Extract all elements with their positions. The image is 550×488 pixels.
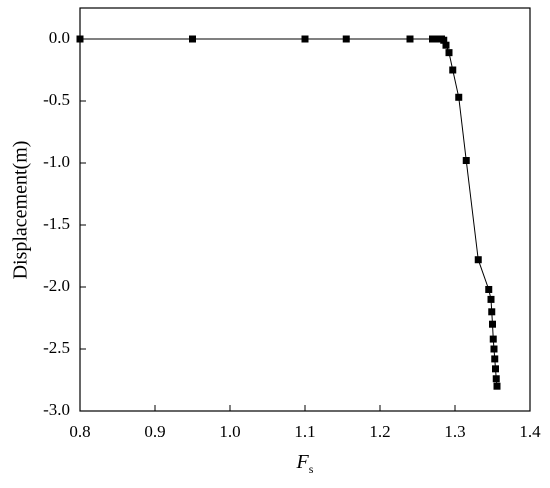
x-tick-label: 1.2 xyxy=(369,422,390,441)
y-tick-label: 0.0 xyxy=(49,28,70,47)
marker xyxy=(442,41,450,49)
marker xyxy=(489,335,497,343)
y-axis-label: Displacement(m) xyxy=(10,141,32,280)
marker xyxy=(488,308,496,316)
marker xyxy=(189,35,196,43)
x-axis-label-sub: s xyxy=(309,462,314,476)
series-line xyxy=(80,38,498,387)
marker xyxy=(445,49,453,57)
marker xyxy=(342,35,350,43)
marker xyxy=(492,375,500,383)
plot-frame xyxy=(79,7,531,412)
x-tick-label: 0.8 xyxy=(69,422,90,441)
y-tick-label: -2.0 xyxy=(43,276,70,295)
marker xyxy=(462,157,470,165)
marker xyxy=(455,93,463,101)
marker xyxy=(406,35,414,43)
marker xyxy=(493,382,501,390)
x-tick-label: 1.4 xyxy=(519,422,541,441)
marker xyxy=(489,320,496,328)
x-tick-label: 1.1 xyxy=(294,422,315,441)
y-tick-label: -0.5 xyxy=(43,90,70,109)
x-tick-label: 1.0 xyxy=(219,422,240,441)
marker xyxy=(76,35,84,43)
marker xyxy=(492,365,499,373)
marker xyxy=(491,355,499,363)
marker xyxy=(487,295,495,303)
x-axis-label: Fs xyxy=(296,451,314,476)
marker xyxy=(449,66,457,74)
y-tick-label: -2.5 xyxy=(43,338,70,357)
y-tick-label: -1.0 xyxy=(43,152,70,171)
x-tick-label: 1.3 xyxy=(444,422,465,441)
marker xyxy=(490,345,498,353)
y-tick-label: -1.5 xyxy=(43,214,70,233)
marker xyxy=(474,256,482,264)
y-tick-label: -3.0 xyxy=(43,400,70,419)
marker xyxy=(485,285,493,293)
x-axis-label-base: F xyxy=(296,451,310,473)
marker xyxy=(301,35,309,43)
marker xyxy=(440,36,448,44)
x-tick-label: 0.9 xyxy=(144,422,165,441)
